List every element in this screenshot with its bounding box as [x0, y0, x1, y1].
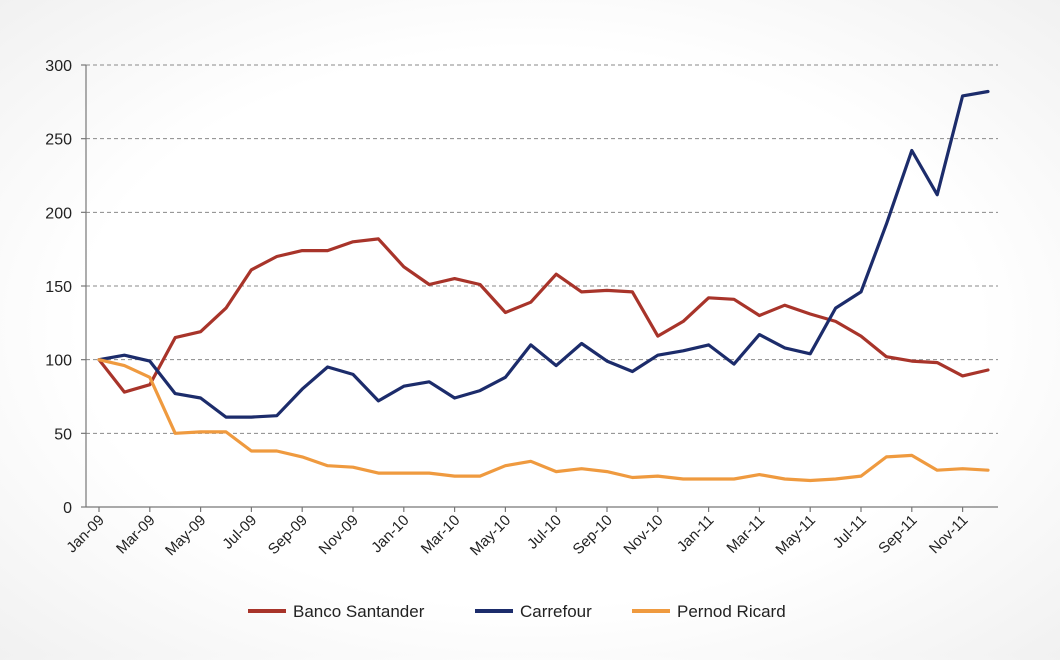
y-axis-ticks: 0 50 100 150 200 250 300	[45, 58, 72, 517]
x-tick-label: May-10	[467, 512, 514, 559]
x-tick-label: Sep-09	[265, 512, 311, 558]
series-lines	[97, 89, 990, 483]
legend-label: Carrefour	[520, 602, 592, 621]
y-tick-label: 100	[45, 353, 72, 370]
x-tick-label: Mar-11	[723, 512, 768, 557]
legend: Banco Santander Carrefour Pernod Ricard	[248, 602, 786, 621]
y-tick-label: 0	[63, 500, 72, 517]
x-tick-label: Nov-10	[620, 512, 666, 558]
series-line-carrefour	[97, 89, 990, 419]
x-tick-label: May-11	[772, 512, 819, 559]
x-tick-label: Jan-11	[674, 512, 718, 556]
x-tick-label: Jul-10	[524, 512, 565, 553]
x-tick-label: May-09	[162, 512, 209, 559]
legend-label: Pernod Ricard	[677, 602, 786, 621]
y-tick-label: 150	[45, 279, 72, 296]
x-tick-label: Jul-09	[219, 512, 260, 553]
legend-label: Banco Santander	[293, 602, 425, 621]
y-tick-label: 200	[45, 205, 72, 222]
x-tick-label: Sep-10	[570, 512, 616, 558]
x-tick-label: Mar-10	[418, 512, 464, 558]
x-tick-label: Nov-11	[926, 512, 971, 557]
y-tick-label: 250	[45, 132, 72, 149]
x-axis-ticks: Jan-09 Mar-09 May-09 Jul-09 Sep-09 Nov-09 Jan-…	[63, 512, 971, 559]
axes	[81, 64, 998, 512]
legend-item: Banco Santander	[248, 602, 425, 621]
x-tick-label: Mar-09	[113, 512, 159, 558]
series-line-banco-santander	[97, 237, 990, 394]
x-tick-label: Jan-09	[63, 512, 107, 556]
x-tick-label: Jan-10	[368, 512, 412, 556]
x-tick-label: Sep-11	[875, 512, 920, 557]
x-tick-label: Jul-11	[830, 512, 870, 552]
y-tick-label: 300	[45, 58, 72, 75]
series-line-pernod-ricard	[97, 358, 990, 483]
grid	[86, 64, 998, 434]
x-tick-label: Nov-09	[316, 512, 362, 558]
legend-item: Pernod Ricard	[632, 602, 786, 621]
y-tick-label: 50	[54, 426, 72, 443]
legend-item: Carrefour	[475, 602, 592, 621]
